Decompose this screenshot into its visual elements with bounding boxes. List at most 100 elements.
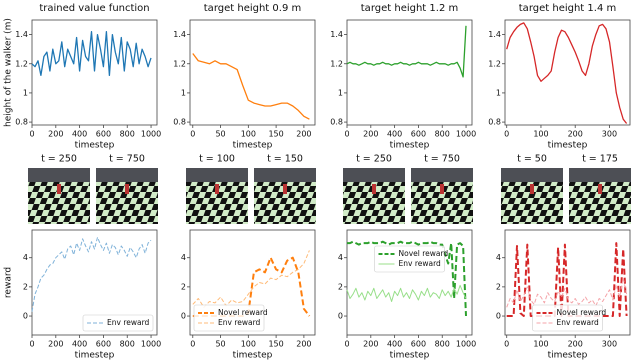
x-tick-label: 400: [72, 340, 87, 349]
y-tick-label: 4: [338, 253, 343, 262]
y-tick-label: 4: [181, 253, 186, 262]
snapshot-caption: t = 250: [356, 154, 392, 165]
snapshot-sky: [501, 168, 563, 182]
data-line: [192, 53, 310, 120]
data-line: [506, 22, 628, 124]
data-line: [506, 242, 628, 317]
x-tick-label: 600: [96, 340, 111, 349]
legend-label: Env reward: [218, 318, 261, 327]
snapshot-caption: t = 150: [267, 154, 303, 165]
x-tick-label: 0: [504, 130, 509, 139]
x-axis-label: timestep: [390, 351, 430, 361]
chart-title: target height 1.2 m: [361, 3, 458, 14]
snapshot-caption: t = 750: [109, 154, 145, 165]
legend-label: Novel reward: [218, 308, 268, 317]
x-tick-label: 600: [96, 130, 111, 139]
legend-label: Novel reward: [399, 249, 449, 258]
y-tick-label: 1.2: [15, 59, 28, 68]
y-tick-label: 4: [496, 253, 501, 262]
snapshot-caption: t = 750: [424, 154, 460, 165]
data-line: [192, 250, 310, 308]
y-tick-label: 2: [496, 282, 501, 291]
plot-frame: [504, 19, 631, 126]
y-tick-label: 0.8: [330, 118, 343, 127]
snapshot-sky: [186, 168, 248, 182]
y-tick-label: 2: [23, 282, 28, 291]
y-tick-label: 1: [496, 88, 501, 97]
x-axis-label: timestep: [548, 141, 588, 151]
plot-frame: [346, 19, 473, 126]
x-axis-label: timestep: [75, 141, 115, 151]
data-line: [31, 236, 152, 312]
x-tick-label: 1000: [456, 340, 476, 349]
x-tick-label: 800: [435, 130, 450, 139]
snapshot-walker: [57, 184, 61, 194]
x-tick-label: 400: [387, 130, 402, 139]
y-tick-label: 1: [23, 88, 28, 97]
y-tick-label: 1.4: [488, 30, 501, 39]
data-line: [346, 284, 467, 302]
x-tick-label: 0: [29, 130, 34, 139]
x-tick-label: 0: [504, 340, 509, 349]
data-line: [346, 25, 467, 78]
y-tick-label: 2: [338, 282, 343, 291]
x-tick-label: 100: [533, 340, 548, 349]
y-tick-label: 1.4: [15, 30, 28, 39]
snapshot-walker: [372, 184, 376, 194]
x-tick-label: 100: [241, 130, 256, 139]
legend-box: [193, 304, 265, 332]
x-tick-label: 100: [241, 340, 256, 349]
snapshot-walker: [283, 184, 287, 194]
data-line: [347, 240, 467, 317]
y-tick-label: 1.2: [173, 59, 186, 68]
y-tick-label: 0.8: [15, 118, 28, 127]
y-tick-label: 1: [181, 88, 186, 97]
legend-label: Env reward: [557, 318, 600, 327]
x-axis-label: timestep: [75, 351, 115, 361]
x-axis-label: timestep: [390, 141, 430, 151]
x-tick-label: 200: [363, 130, 378, 139]
x-tick-label: 1000: [141, 340, 161, 349]
x-tick-label: 0: [344, 340, 349, 349]
y-axis-label: reward: [4, 267, 14, 298]
chart-title: target height 1.4 m: [519, 3, 616, 14]
x-tick-label: 0: [29, 340, 34, 349]
x-tick-label: 800: [120, 340, 135, 349]
snapshot-caption: t = 250: [41, 154, 77, 165]
x-tick-label: 50: [215, 130, 225, 139]
y-axis-label: height of the walker (m): [4, 18, 14, 127]
snapshot-sky: [411, 168, 473, 182]
x-tick-label: 300: [602, 340, 617, 349]
y-tick-label: 4: [23, 253, 28, 262]
x-tick-label: 200: [296, 340, 311, 349]
snapshot-walker: [598, 184, 602, 194]
x-tick-label: 200: [296, 130, 311, 139]
x-tick-label: 100: [533, 130, 548, 139]
snapshot-sky: [569, 168, 631, 182]
data-line: [31, 31, 152, 77]
y-tick-label: 1: [338, 88, 343, 97]
x-tick-label: 1000: [141, 130, 161, 139]
plot-frame: [346, 229, 473, 336]
y-tick-label: 1.4: [173, 30, 186, 39]
plot-frame: [504, 229, 631, 336]
x-tick-label: 600: [411, 340, 426, 349]
x-tick-label: 200: [568, 340, 583, 349]
x-tick-label: 150: [268, 130, 283, 139]
x-axis-label: timestep: [233, 141, 273, 151]
y-tick-label: 0: [23, 312, 28, 321]
x-tick-label: 200: [48, 340, 63, 349]
y-tick-label: 1.2: [330, 59, 343, 68]
x-axis-label: timestep: [548, 351, 588, 361]
y-tick-label: 1.2: [488, 59, 501, 68]
y-tick-label: 0: [181, 312, 186, 321]
x-tick-label: 800: [435, 340, 450, 349]
legend-box: [532, 304, 603, 332]
x-tick-label: 0: [190, 130, 195, 139]
legend-label: Novel reward: [557, 308, 607, 317]
y-tick-label: 1.4: [330, 30, 343, 39]
plot-frame: [31, 229, 158, 336]
chart-title: trained value function: [39, 3, 149, 14]
